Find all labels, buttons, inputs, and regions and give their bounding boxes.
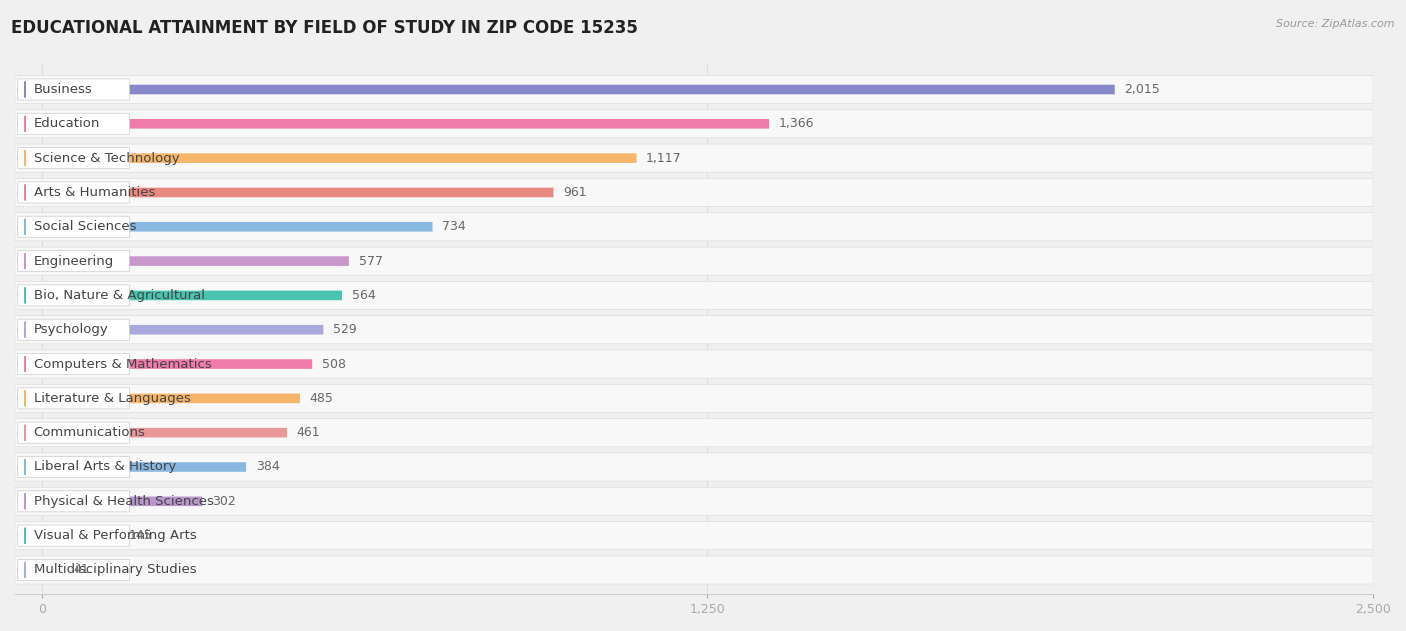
Text: Visual & Performing Arts: Visual & Performing Arts <box>34 529 197 542</box>
Text: 577: 577 <box>359 254 382 268</box>
FancyBboxPatch shape <box>15 247 1374 275</box>
FancyBboxPatch shape <box>18 456 129 478</box>
Text: 1,366: 1,366 <box>779 117 814 131</box>
FancyBboxPatch shape <box>15 556 1374 584</box>
Text: 461: 461 <box>297 426 321 439</box>
FancyBboxPatch shape <box>15 76 1374 103</box>
Text: Social Sciences: Social Sciences <box>34 220 136 233</box>
Text: Science & Technology: Science & Technology <box>34 151 180 165</box>
Text: Business: Business <box>34 83 93 96</box>
FancyBboxPatch shape <box>42 565 63 575</box>
FancyBboxPatch shape <box>42 222 433 232</box>
Text: Communications: Communications <box>34 426 145 439</box>
FancyBboxPatch shape <box>42 85 1115 94</box>
FancyBboxPatch shape <box>15 453 1374 481</box>
FancyBboxPatch shape <box>15 281 1374 309</box>
FancyBboxPatch shape <box>42 428 287 437</box>
FancyBboxPatch shape <box>15 384 1374 413</box>
FancyBboxPatch shape <box>15 110 1374 138</box>
Text: 485: 485 <box>309 392 333 405</box>
FancyBboxPatch shape <box>42 153 637 163</box>
FancyBboxPatch shape <box>18 422 129 443</box>
FancyBboxPatch shape <box>15 487 1374 516</box>
Text: Engineering: Engineering <box>34 254 114 268</box>
Text: 384: 384 <box>256 461 280 473</box>
FancyBboxPatch shape <box>18 114 129 134</box>
FancyBboxPatch shape <box>42 325 323 334</box>
Text: 564: 564 <box>352 289 375 302</box>
FancyBboxPatch shape <box>15 418 1374 447</box>
FancyBboxPatch shape <box>18 148 129 168</box>
FancyBboxPatch shape <box>18 285 129 306</box>
Text: Physical & Health Sciences: Physical & Health Sciences <box>34 495 214 508</box>
FancyBboxPatch shape <box>15 179 1374 206</box>
FancyBboxPatch shape <box>42 497 202 506</box>
FancyBboxPatch shape <box>18 388 129 409</box>
Text: EDUCATIONAL ATTAINMENT BY FIELD OF STUDY IN ZIP CODE 15235: EDUCATIONAL ATTAINMENT BY FIELD OF STUDY… <box>11 19 638 37</box>
FancyBboxPatch shape <box>42 359 312 369</box>
Text: 302: 302 <box>212 495 236 508</box>
Text: 1,117: 1,117 <box>647 151 682 165</box>
FancyBboxPatch shape <box>18 525 129 546</box>
FancyBboxPatch shape <box>15 316 1374 344</box>
FancyBboxPatch shape <box>42 291 342 300</box>
FancyBboxPatch shape <box>18 560 129 581</box>
Text: Education: Education <box>34 117 100 131</box>
FancyBboxPatch shape <box>15 522 1374 550</box>
FancyBboxPatch shape <box>18 182 129 203</box>
FancyBboxPatch shape <box>15 213 1374 241</box>
Text: 734: 734 <box>441 220 465 233</box>
FancyBboxPatch shape <box>15 350 1374 378</box>
FancyBboxPatch shape <box>42 256 349 266</box>
FancyBboxPatch shape <box>42 187 554 198</box>
Text: Liberal Arts & History: Liberal Arts & History <box>34 461 176 473</box>
FancyBboxPatch shape <box>18 251 129 271</box>
Text: 41: 41 <box>73 563 89 577</box>
FancyBboxPatch shape <box>42 394 299 403</box>
FancyBboxPatch shape <box>42 531 120 540</box>
FancyBboxPatch shape <box>42 119 769 129</box>
FancyBboxPatch shape <box>42 462 246 472</box>
FancyBboxPatch shape <box>15 144 1374 172</box>
Text: 508: 508 <box>322 358 346 370</box>
Text: Multidisciplinary Studies: Multidisciplinary Studies <box>34 563 197 577</box>
Text: Arts & Humanities: Arts & Humanities <box>34 186 155 199</box>
Text: 2,015: 2,015 <box>1125 83 1160 96</box>
Text: 961: 961 <box>562 186 586 199</box>
FancyBboxPatch shape <box>18 319 129 340</box>
FancyBboxPatch shape <box>18 216 129 237</box>
Text: Computers & Mathematics: Computers & Mathematics <box>34 358 211 370</box>
Text: Literature & Languages: Literature & Languages <box>34 392 191 405</box>
FancyBboxPatch shape <box>18 353 129 375</box>
FancyBboxPatch shape <box>18 79 129 100</box>
Text: Source: ZipAtlas.com: Source: ZipAtlas.com <box>1277 19 1395 29</box>
FancyBboxPatch shape <box>18 491 129 512</box>
Text: 145: 145 <box>128 529 152 542</box>
Text: 529: 529 <box>333 323 357 336</box>
Text: Psychology: Psychology <box>34 323 108 336</box>
Text: Bio, Nature & Agricultural: Bio, Nature & Agricultural <box>34 289 205 302</box>
